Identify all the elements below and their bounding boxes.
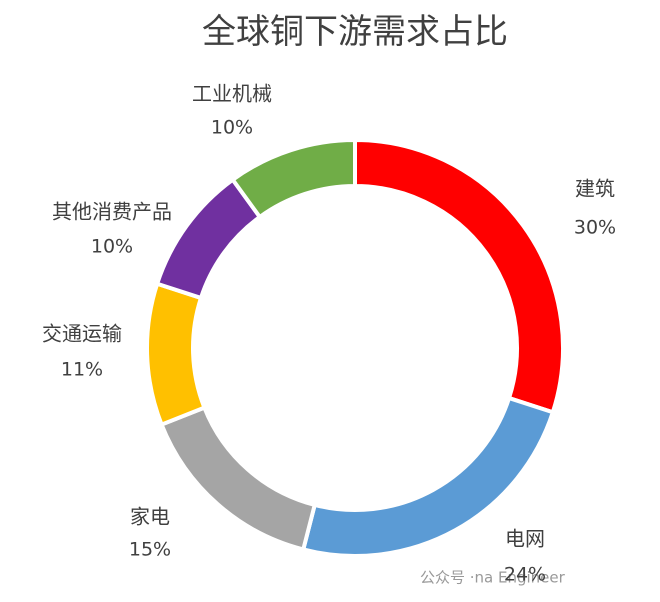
slice-label: 电网 [505,527,545,551]
slice-label: 交通运输 [42,322,122,346]
slice-value-label: 10% [91,236,133,258]
donut-slice [159,405,318,552]
slice-label: 其他消费产品 [52,200,172,224]
donut [145,137,565,558]
slice-label: 工业机械 [192,82,272,106]
donut-slice [145,281,207,428]
chart-title: 全球铜下游需求占比 [202,12,508,52]
watermark: 公众号 ·na Engineer [420,569,566,587]
slice-value-label: 10% [211,117,253,139]
slice-value-label: 30% [574,217,616,239]
donut-slice [229,137,357,220]
slice-value-label: 24% [504,564,546,586]
donut-slice [353,137,565,415]
slice-label: 家电 [130,505,170,529]
slice-label: 建筑 [575,177,615,201]
slice-value-label: 11% [61,359,103,381]
slice-value-label: 15% [129,539,171,561]
